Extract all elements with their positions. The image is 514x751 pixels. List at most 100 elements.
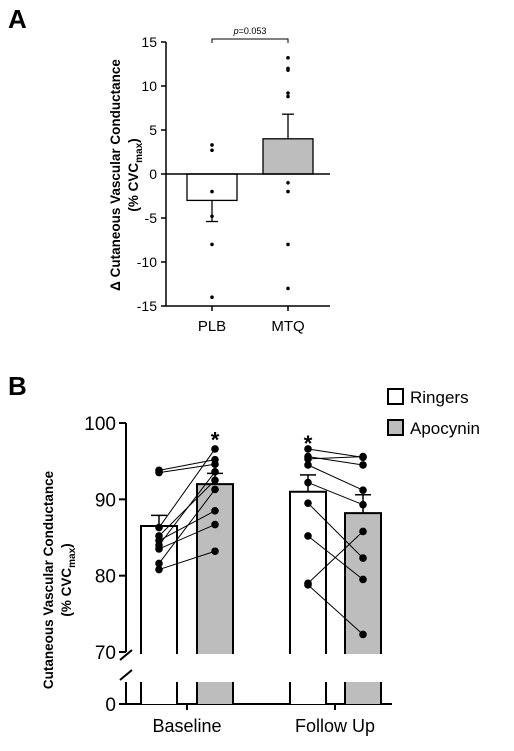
panel-a-y-tick-label: -5 <box>145 210 158 226</box>
panel-b-axis-break-mark <box>119 649 133 661</box>
panel-b-pair-line <box>307 531 364 584</box>
panel-b-significance-star: * <box>211 427 220 452</box>
panel-b-axis-break-mark <box>119 669 133 681</box>
panel-b-pair-line <box>307 502 364 559</box>
panel-b-data-point-apocynin <box>359 461 367 469</box>
panel-b-data-point-ringers <box>304 581 312 589</box>
panel-a-data-point <box>286 94 290 99</box>
panel-a-data-point <box>286 56 290 60</box>
panel-b-pair-line <box>158 448 216 528</box>
panel-b-data-point-ringers <box>304 445 312 453</box>
panel-a-y-tick-label: -10 <box>137 254 157 270</box>
panel-b-ylabel-line2: (% CVCmax) <box>59 543 78 616</box>
panel-b-data-point-ringers <box>304 532 312 540</box>
p-rest: =0.053 <box>239 26 267 36</box>
panel-a-ylabel-prefix: (% CVC <box>126 163 141 212</box>
panel-b-bar-lower-ringers <box>290 682 326 704</box>
panel-a-bar-mtq <box>262 138 314 175</box>
panel-b-pair-line <box>158 489 216 564</box>
panel-a-ylabel-line2: (% CVCmax) <box>126 138 145 211</box>
panel-a-bar-plb <box>186 173 238 202</box>
panel-a-y-tick-label: 10 <box>141 78 157 94</box>
panel-b-x-tick-label: Baseline <box>152 716 221 736</box>
panel-a-data-point <box>210 295 214 300</box>
panel-b-data-point-ringers <box>304 455 312 463</box>
panel-a-ylabel-line1: Δ Cutaneous Vascular Conductance <box>108 59 123 291</box>
panel-a-data-point <box>286 189 290 194</box>
panel-b-pair-line <box>158 463 216 474</box>
panel-b-bar-lower-apocynin <box>197 682 233 704</box>
panel-b-y-tick-label: 100 <box>84 414 116 435</box>
panel-b-pair-line <box>307 456 364 466</box>
legend-swatch-ringers <box>387 388 404 405</box>
panel-b-data-point-apocynin <box>211 485 219 494</box>
panel-b-bar-apocynin <box>345 513 381 654</box>
panel-b-y-tick-label: 70 <box>95 643 116 664</box>
panel-a-x-tick-label: MTQ <box>271 318 304 335</box>
panel-b-pair-line <box>307 464 364 491</box>
panel-b-bar-outline <box>196 483 234 654</box>
panel-b-pair-line <box>307 456 364 460</box>
panel-b-data-point-apocynin <box>359 630 367 639</box>
panel-b-ylabel-sub: max <box>67 547 78 567</box>
panel-b-bar-lower-ringers <box>141 682 177 704</box>
panel-b-data-point-apocynin <box>359 452 367 461</box>
panel-a-plot: 15 10 5 0 -5 -10 -15 PLB MTQ p=0.053 <box>137 26 330 335</box>
panel-b-data-point-apocynin <box>211 468 219 476</box>
panel-a-x-tick-label: PLB <box>198 318 226 335</box>
panel-b-ylabel-suffix: ) <box>59 543 74 548</box>
panel-a-y-tick-label: -15 <box>137 298 157 314</box>
panel-b-y-tick-label: 80 <box>95 567 116 588</box>
panel-b-pair-line <box>307 482 364 506</box>
panel-a-data-point <box>210 242 214 247</box>
panel-a-data-point <box>286 286 290 291</box>
panel-b-data-point-ringers <box>304 478 312 487</box>
legend-label-apocynin: Apocynin <box>410 419 480 438</box>
panel-a-data-point <box>286 242 290 247</box>
panel-b-data-point-ringers <box>155 565 163 574</box>
panel-a-data-point <box>286 91 290 95</box>
panel-b-data-point-ringers <box>304 499 312 507</box>
panel-b-data-point-ringers <box>155 523 163 532</box>
panel-b-data-point-apocynin <box>211 520 219 529</box>
panel-b-data-point-apocynin <box>211 445 219 453</box>
panel-a-ylabel-sub: max <box>134 142 145 162</box>
panel-a-data-point <box>210 214 214 219</box>
panel-b-ylabel-prefix: (% CVC <box>59 568 74 617</box>
panel-b-ylabel-line1: Cutaneous Vascular Conductance <box>41 470 56 689</box>
panel-a-sig-bracket <box>211 38 289 43</box>
panel-b-data-point-apocynin <box>359 527 367 536</box>
panel-a-data-point <box>210 143 214 147</box>
panel-a-y-tick-label: 15 <box>141 34 157 50</box>
panel-b-legend: Ringers Apocynin <box>387 388 480 438</box>
panel-b-data-point-apocynin <box>211 460 219 469</box>
legend-swatch-apocynin <box>387 419 404 436</box>
panel-a-data-point <box>286 68 290 72</box>
panel-a-data-point <box>210 148 214 153</box>
panel-a-y-tick-label: 0 <box>149 166 157 182</box>
panel-b-significance-star: * <box>304 431 313 456</box>
panel-b-data-point-apocynin <box>359 486 367 494</box>
panel-b-pair-line <box>158 524 216 550</box>
panel-b-plot: 100 90 80 70 0 Baseline Follow Up * * <box>84 414 392 736</box>
panel-b-data-point-apocynin <box>359 575 367 584</box>
panel-b-bar-ringers <box>290 491 326 654</box>
panel-a-ylabel: Δ Cutaneous Vascular Conductance (% CVCm… <box>108 59 145 291</box>
panel-b-y-tick-label: 0 <box>105 695 116 716</box>
panel-b-pair-line <box>307 448 364 458</box>
panel-a-ylabel-suffix: ) <box>126 138 141 143</box>
panel-a-data-point <box>286 181 290 185</box>
panel-b-data-point-ringers <box>304 461 312 469</box>
panel-a-y-tick-label: 5 <box>149 122 157 138</box>
panel-b-pair-line <box>158 471 216 546</box>
panel-b-pair-line <box>307 584 364 635</box>
panel-b-bar-lower-apocynin <box>345 682 381 704</box>
panel-b-data-point-apocynin <box>359 554 367 562</box>
panel-b-data-point-apocynin <box>211 506 219 515</box>
panel-a-label: A <box>8 4 27 34</box>
panel-a-p-value: p=0.053 <box>233 26 267 36</box>
panel-b-label: B <box>8 371 27 401</box>
panel-a-data-point <box>210 189 214 194</box>
